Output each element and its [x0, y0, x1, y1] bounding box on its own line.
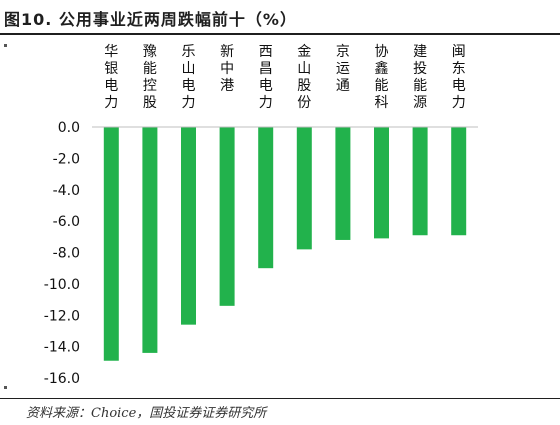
category-label: 西昌电力 — [259, 44, 273, 111]
left-edge-marker-bottom — [4, 386, 7, 389]
left-edge-marker-top — [4, 44, 7, 47]
category-label: 新中港 — [220, 44, 234, 94]
bar — [296, 127, 312, 250]
category-label: 豫能控股 — [143, 44, 157, 111]
category-label: 金山股份 — [297, 44, 311, 111]
y-tick-label: -4.0 — [53, 183, 80, 199]
bars — [103, 127, 467, 361]
category-label: 京运通 — [336, 44, 350, 94]
category-label: 华银电力 — [104, 44, 118, 111]
bar — [451, 127, 467, 236]
bar — [335, 127, 351, 240]
bar — [181, 127, 196, 325]
source-note: 资料来源：Choice，国投证券证券研究所 — [26, 406, 267, 421]
bar — [412, 127, 428, 236]
y-tick-label: -12.0 — [44, 308, 80, 324]
y-tick-label: 0.0 — [58, 120, 80, 136]
bar — [219, 127, 235, 306]
y-tick-label: -2.0 — [53, 151, 80, 167]
category-label: 建投能源 — [413, 44, 427, 111]
bottom-divider — [0, 398, 560, 399]
bar-chart: 0.0-2.0-4.0-6.0-8.0-10.0-12.0-14.0-16.0 … — [44, 44, 478, 387]
category-label: 协鑫能科 — [375, 44, 389, 111]
y-tick-label: -16.0 — [44, 371, 80, 387]
bar — [103, 127, 119, 361]
bar — [258, 127, 274, 269]
y-tick-label: -6.0 — [53, 214, 80, 230]
bar — [374, 127, 389, 239]
y-axis-tick-labels: 0.0 -2.0 -4.0 -6.0 -8.0 -10.0 -12.0 -14.0 -16.0 — [44, 120, 80, 387]
bar — [142, 127, 158, 353]
category-labels: 华银电力 豫能控股 乐山电力 新中港 西昌电力 金山股份 京运通 协鑫能科 建投能源 闽东电力 — [104, 44, 465, 111]
chart-title: 图10. 公用事业近两周跌幅前十（%） — [4, 10, 297, 29]
title-divider — [0, 33, 560, 35]
category-label: 闽东电力 — [452, 44, 466, 111]
y-tick-label: -14.0 — [44, 340, 80, 356]
y-tick-label: -10.0 — [44, 277, 80, 293]
y-tick-label: -8.0 — [53, 246, 80, 262]
category-label: 乐山电力 — [182, 44, 196, 111]
